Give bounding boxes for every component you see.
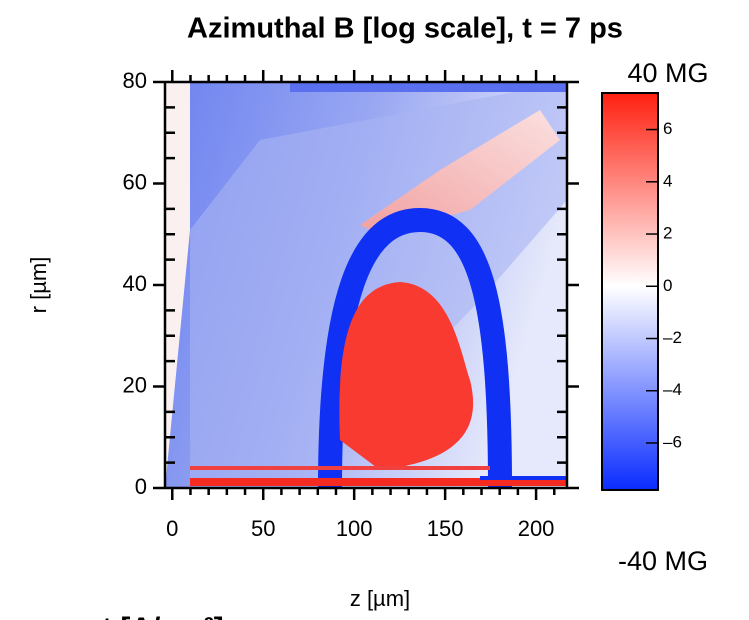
colorbar-tick-label: 4 [663, 171, 672, 190]
y-tick-label: 0 [135, 474, 147, 499]
colorbar-tick-label: 6 [663, 119, 672, 138]
colorbar-min-label: -40 MG [618, 546, 708, 576]
chart-title: Azimuthal B [log scale], t = 7 ps [187, 13, 623, 45]
colorbar-max-label: 40 MG [627, 58, 708, 88]
y-tick-label: 40 [123, 271, 147, 296]
y-tick-label: 20 [123, 372, 147, 397]
colorbar [601, 92, 659, 491]
x-tick-label: 150 [427, 516, 464, 541]
x-axis-label: z [µm] [350, 586, 410, 611]
footer-text: l current [A/cm²] [0, 612, 224, 620]
colorbar-tick-label: –4 [663, 380, 682, 399]
y-tick-label: 60 [123, 169, 147, 194]
x-tick-label: 200 [518, 516, 555, 541]
colorbar-tick-label: 0 [663, 276, 672, 295]
x-tick-label: 100 [336, 516, 373, 541]
heatmap [165, 82, 567, 488]
y-tick-label: 80 [123, 68, 147, 93]
x-tick-label: 50 [251, 516, 275, 541]
colorbar-tick-label: –6 [663, 432, 682, 451]
colorbar-tick-label: –2 [663, 328, 682, 347]
x-tick-label: 0 [166, 516, 178, 541]
y-axis-label: r [µm] [26, 257, 51, 314]
colorbar-tick-label: 2 [663, 224, 672, 243]
